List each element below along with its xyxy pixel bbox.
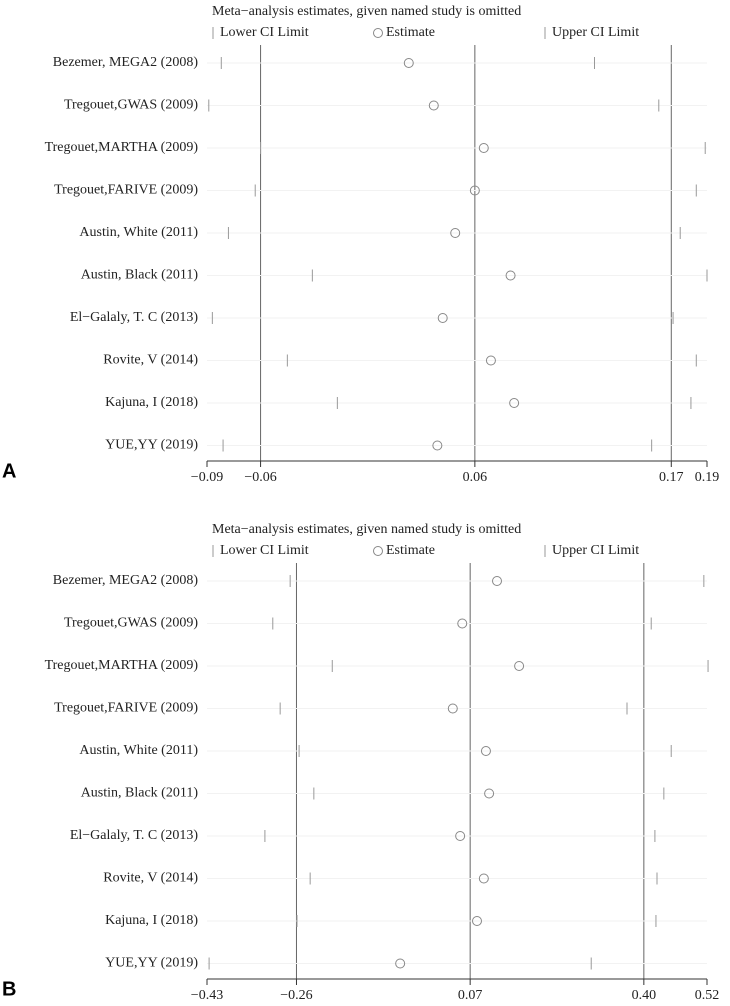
legend-label: Lower CI Limit (220, 543, 309, 558)
y-tick-label: Kajuna, I (2018) (105, 913, 198, 928)
y-tick-label: Tregouet,GWAS (2009) (64, 98, 198, 113)
estimate-point (505, 270, 516, 281)
x-tick-label: 0.07 (458, 988, 483, 1003)
estimate-point (457, 618, 468, 629)
x-tick-label: 0.19 (695, 470, 720, 485)
x-tick-label: 0.52 (695, 988, 720, 1003)
y-tick-label: Austin, Black (2011) (81, 786, 199, 801)
estimate-point (478, 873, 489, 884)
y-tick-label: El−Galaly, T. C (2013) (70, 310, 199, 325)
estimate-point (480, 746, 491, 756)
y-tick-label: Kajuna, I (2018) (105, 395, 198, 410)
y-tick-label: Tregouet,GWAS (2009) (64, 616, 198, 631)
y-tick-label: YUE,YY (2019) (105, 438, 198, 453)
legend-label: Estimate (386, 543, 435, 558)
estimate-point (484, 788, 495, 799)
x-tick-label: −0.09 (191, 470, 223, 485)
estimate-point (455, 831, 466, 841)
estimate-point (450, 228, 461, 238)
x-tick-label: −0.43 (191, 988, 223, 1003)
y-tick-label: Bezemer, MEGA2 (2008) (53, 55, 199, 70)
estimate-point (395, 958, 406, 969)
y-tick-label: El−Galaly, T. C (2013) (70, 828, 199, 843)
panel-label: B (2, 978, 16, 1000)
y-tick-label: Rovite, V (2014) (103, 871, 198, 886)
y-tick-label: Austin, Black (2011) (81, 268, 199, 283)
y-tick-label: Bezemer, MEGA2 (2008) (53, 573, 199, 588)
legend-symbol (373, 28, 383, 38)
legend-label: Upper CI Limit (552, 543, 639, 558)
chart-title: Meta−analysis estimates, given named stu… (212, 522, 521, 537)
estimate-point (447, 703, 458, 714)
estimate-point (432, 440, 443, 451)
y-tick-label: YUE,YY (2019) (105, 956, 198, 971)
legend-symbol (373, 546, 383, 556)
legend-label: Upper CI Limit (552, 25, 639, 40)
y-tick-label: Austin, White (2011) (79, 743, 198, 758)
y-tick-label: Tregouet,FARIVE (2009) (54, 183, 198, 198)
y-tick-label: Austin, White (2011) (79, 225, 198, 240)
estimate-point (478, 143, 489, 153)
panel-label: A (2, 460, 16, 482)
x-tick-label: −0.26 (280, 988, 312, 1003)
y-tick-label: Tregouet,MARTHA (2009) (45, 658, 199, 673)
estimate-point (485, 355, 496, 366)
estimate-point (472, 916, 482, 926)
estimate-point (469, 185, 480, 196)
estimate-point (492, 576, 502, 586)
x-tick-label: 0.06 (463, 470, 488, 485)
x-tick-label: −0.06 (244, 470, 276, 485)
estimate-point (428, 100, 439, 111)
estimate-point (509, 398, 520, 408)
legend-label: Estimate (386, 25, 435, 40)
estimate-point (437, 313, 448, 323)
chart-title: Meta−analysis estimates, given named stu… (212, 4, 521, 19)
legend-label: Lower CI Limit (220, 25, 309, 40)
x-tick-label: 0.40 (632, 988, 657, 1003)
estimate-point (514, 661, 525, 671)
y-tick-label: Tregouet,FARIVE (2009) (54, 701, 198, 716)
y-tick-label: Rovite, V (2014) (103, 353, 198, 368)
y-tick-label: Tregouet,MARTHA (2009) (45, 140, 199, 155)
x-tick-label: 0.17 (659, 470, 684, 485)
estimate-point (403, 58, 414, 68)
